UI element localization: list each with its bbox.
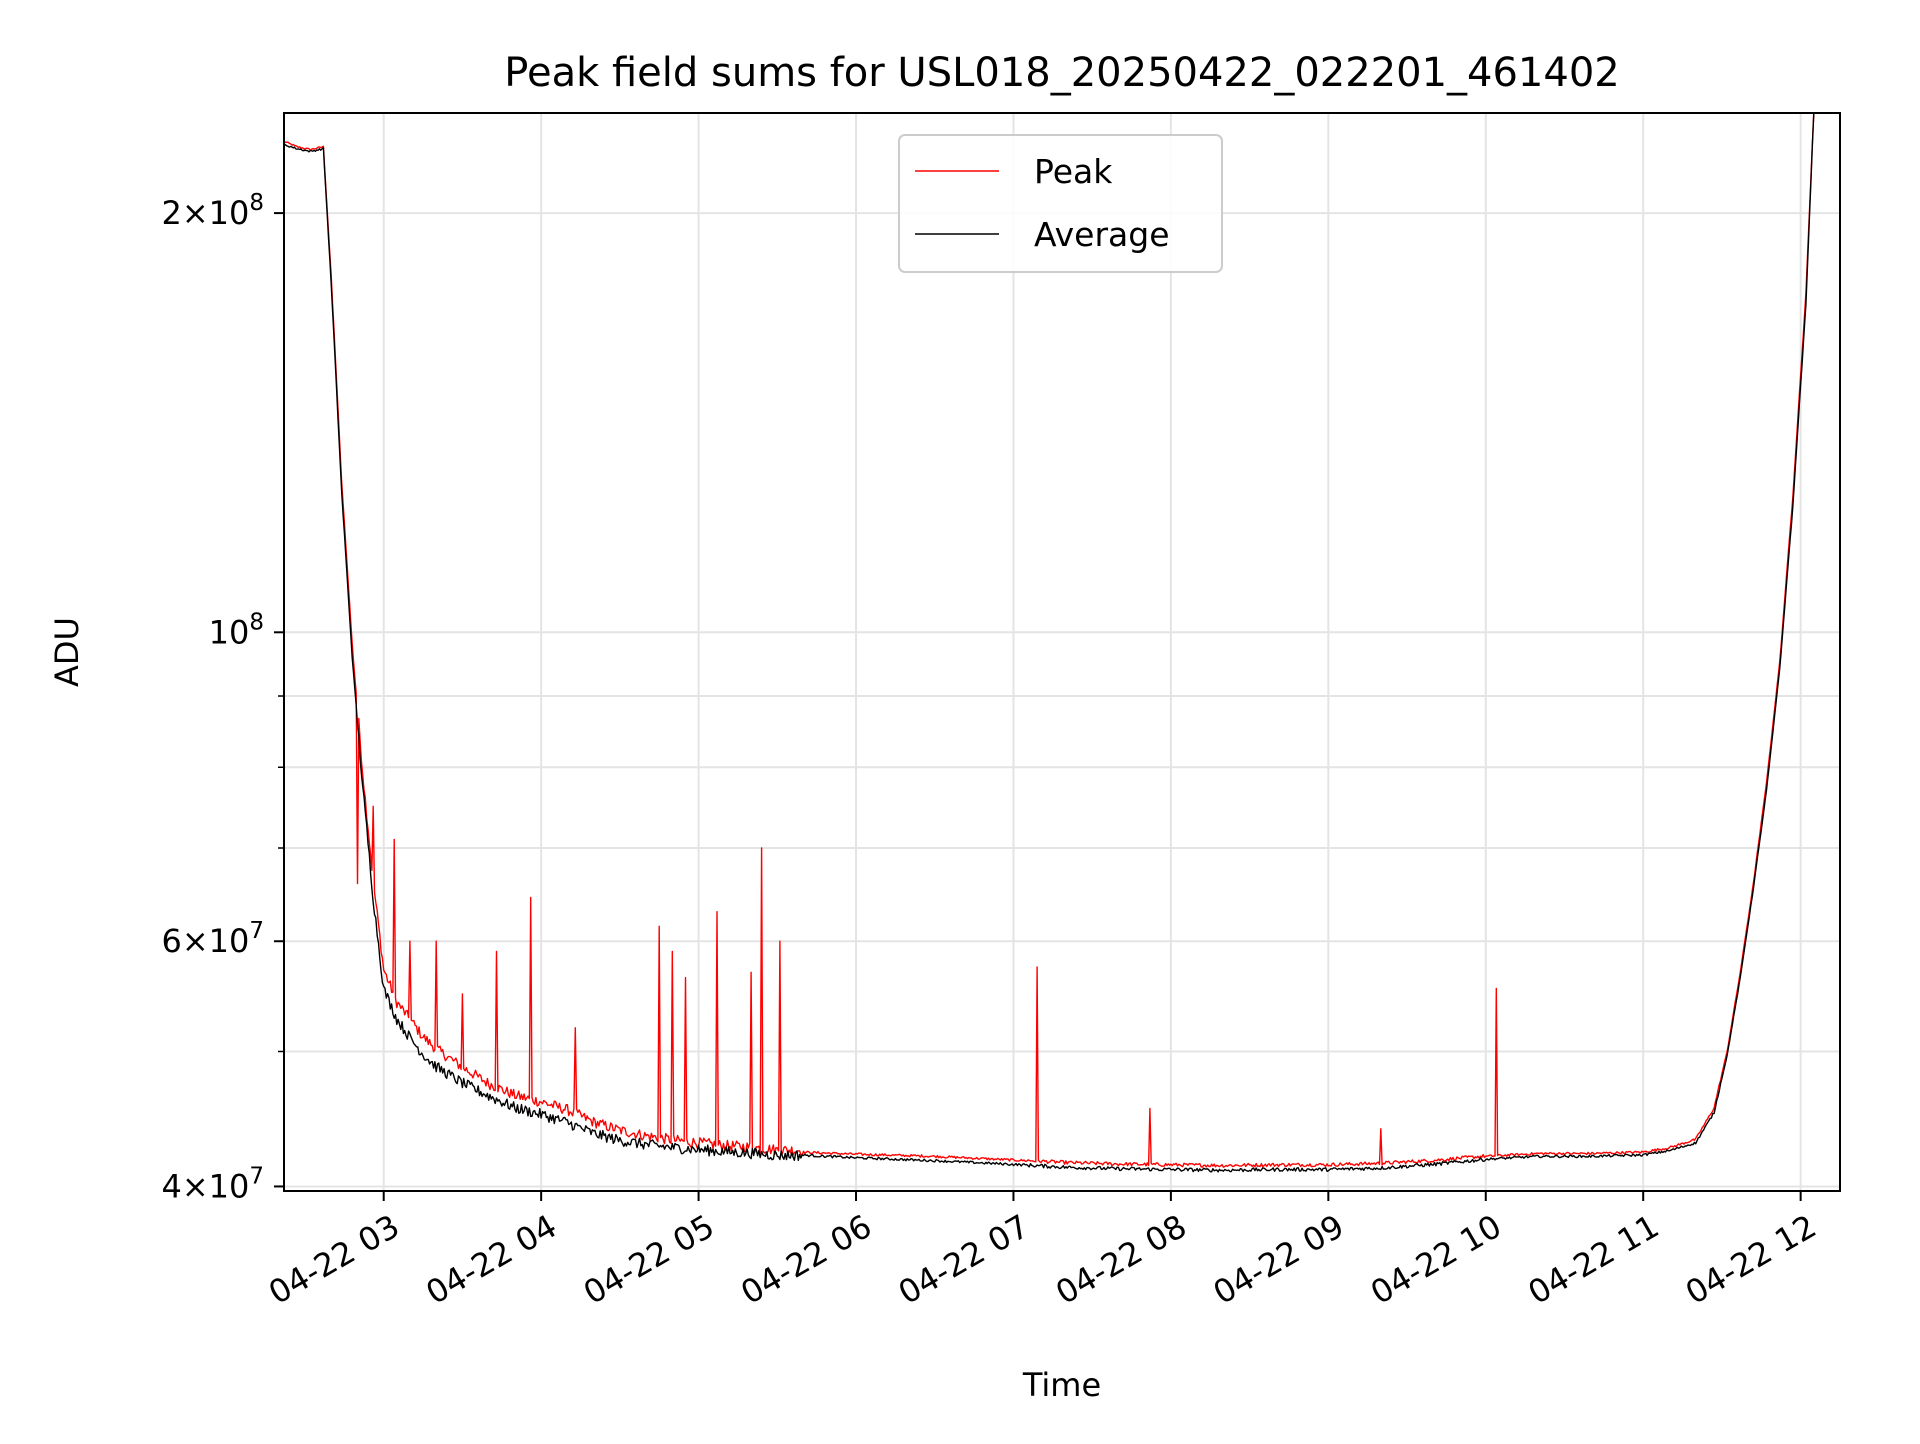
times-sign: ×10 <box>182 194 250 232</box>
series-line-average <box>284 113 1815 1173</box>
legend-box <box>898 134 1223 273</box>
legend: Peak Average <box>898 134 1223 273</box>
y-tick-mantissa: 6 <box>161 922 181 960</box>
legend-label-average: Average <box>1034 215 1170 254</box>
y-tick-exponent: 8 <box>249 609 264 635</box>
plot-frame <box>283 112 1841 1192</box>
series-line-peak <box>284 113 1815 1168</box>
times-sign: ×10 <box>182 922 250 960</box>
y-tick-mantissa: 4 <box>161 1167 181 1205</box>
y-tick-label: 4×107 <box>161 1163 264 1205</box>
chart-title: Peak field sums for USL018_20250422_0222… <box>504 50 1619 96</box>
legend-label-peak: Peak <box>1034 152 1113 191</box>
y-tick-mantissa: 2 <box>161 194 181 232</box>
y-tick-exponent: 8 <box>249 190 264 216</box>
x-axis-label: Time <box>1022 1366 1101 1404</box>
y-tick-label: 2×108 <box>161 190 264 232</box>
base-ten: 10 <box>209 613 250 651</box>
y-tick-exponent: 7 <box>249 918 264 944</box>
y-tick-label: 108 <box>209 609 264 651</box>
y-tick-exponent: 7 <box>249 1163 264 1189</box>
y-tick-label: 6×107 <box>161 918 264 960</box>
y-axis-label: ADU <box>48 617 86 687</box>
times-sign: ×10 <box>182 1167 250 1205</box>
plot-data <box>284 113 1815 1173</box>
